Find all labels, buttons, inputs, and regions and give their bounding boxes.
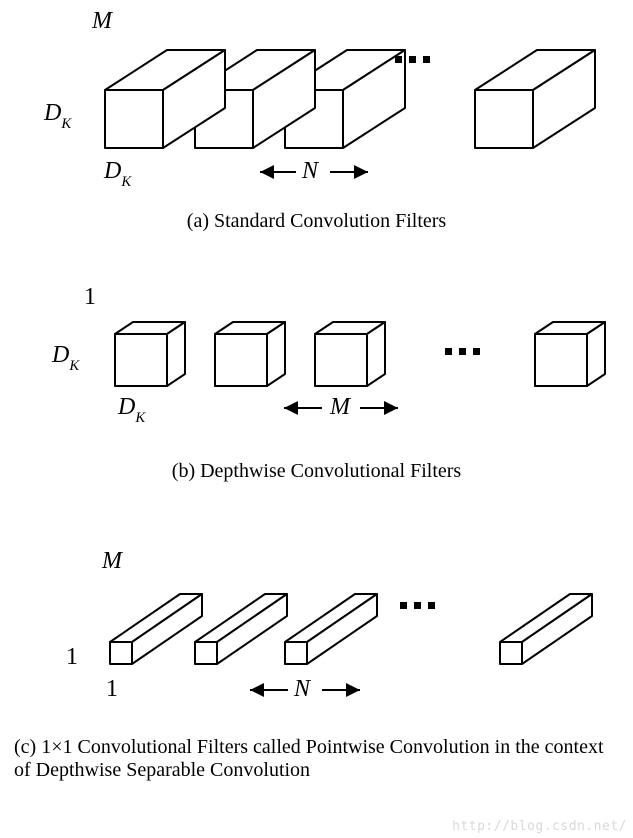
panel-c: M 1 1 N (c) 1×1 Convolutional Filters ca… [0, 538, 633, 808]
panel-a: M DK DK N (a) Standard Convolution Filte… [0, 0, 633, 240]
label-c-count: N [294, 676, 310, 703]
panel-b: 1 DK DK M (b) Depthwise Convolutional Fi… [0, 270, 633, 510]
label-c-width: 1 [106, 676, 118, 703]
label-a-depth: M [92, 8, 112, 35]
label-b-count: M [330, 394, 350, 421]
panel-c-svg [0, 538, 633, 718]
label-a-count: N [302, 158, 318, 185]
label-b-height: DK [52, 342, 79, 373]
label-b-width: DK [118, 394, 145, 425]
watermark: http://blog.csdn.net/ [452, 819, 627, 834]
label-c-depth: M [102, 548, 122, 575]
label-a-height: DK [44, 100, 71, 131]
caption-b: (b) Depthwise Convolutional Filters [0, 460, 633, 483]
caption-a: (a) Standard Convolution Filters [0, 210, 633, 233]
label-b-depth: 1 [84, 284, 96, 311]
label-c-height: 1 [66, 644, 78, 671]
caption-c: (c) 1×1 Convolutional Filters called Poi… [0, 736, 633, 782]
label-a-width: DK [104, 158, 131, 189]
